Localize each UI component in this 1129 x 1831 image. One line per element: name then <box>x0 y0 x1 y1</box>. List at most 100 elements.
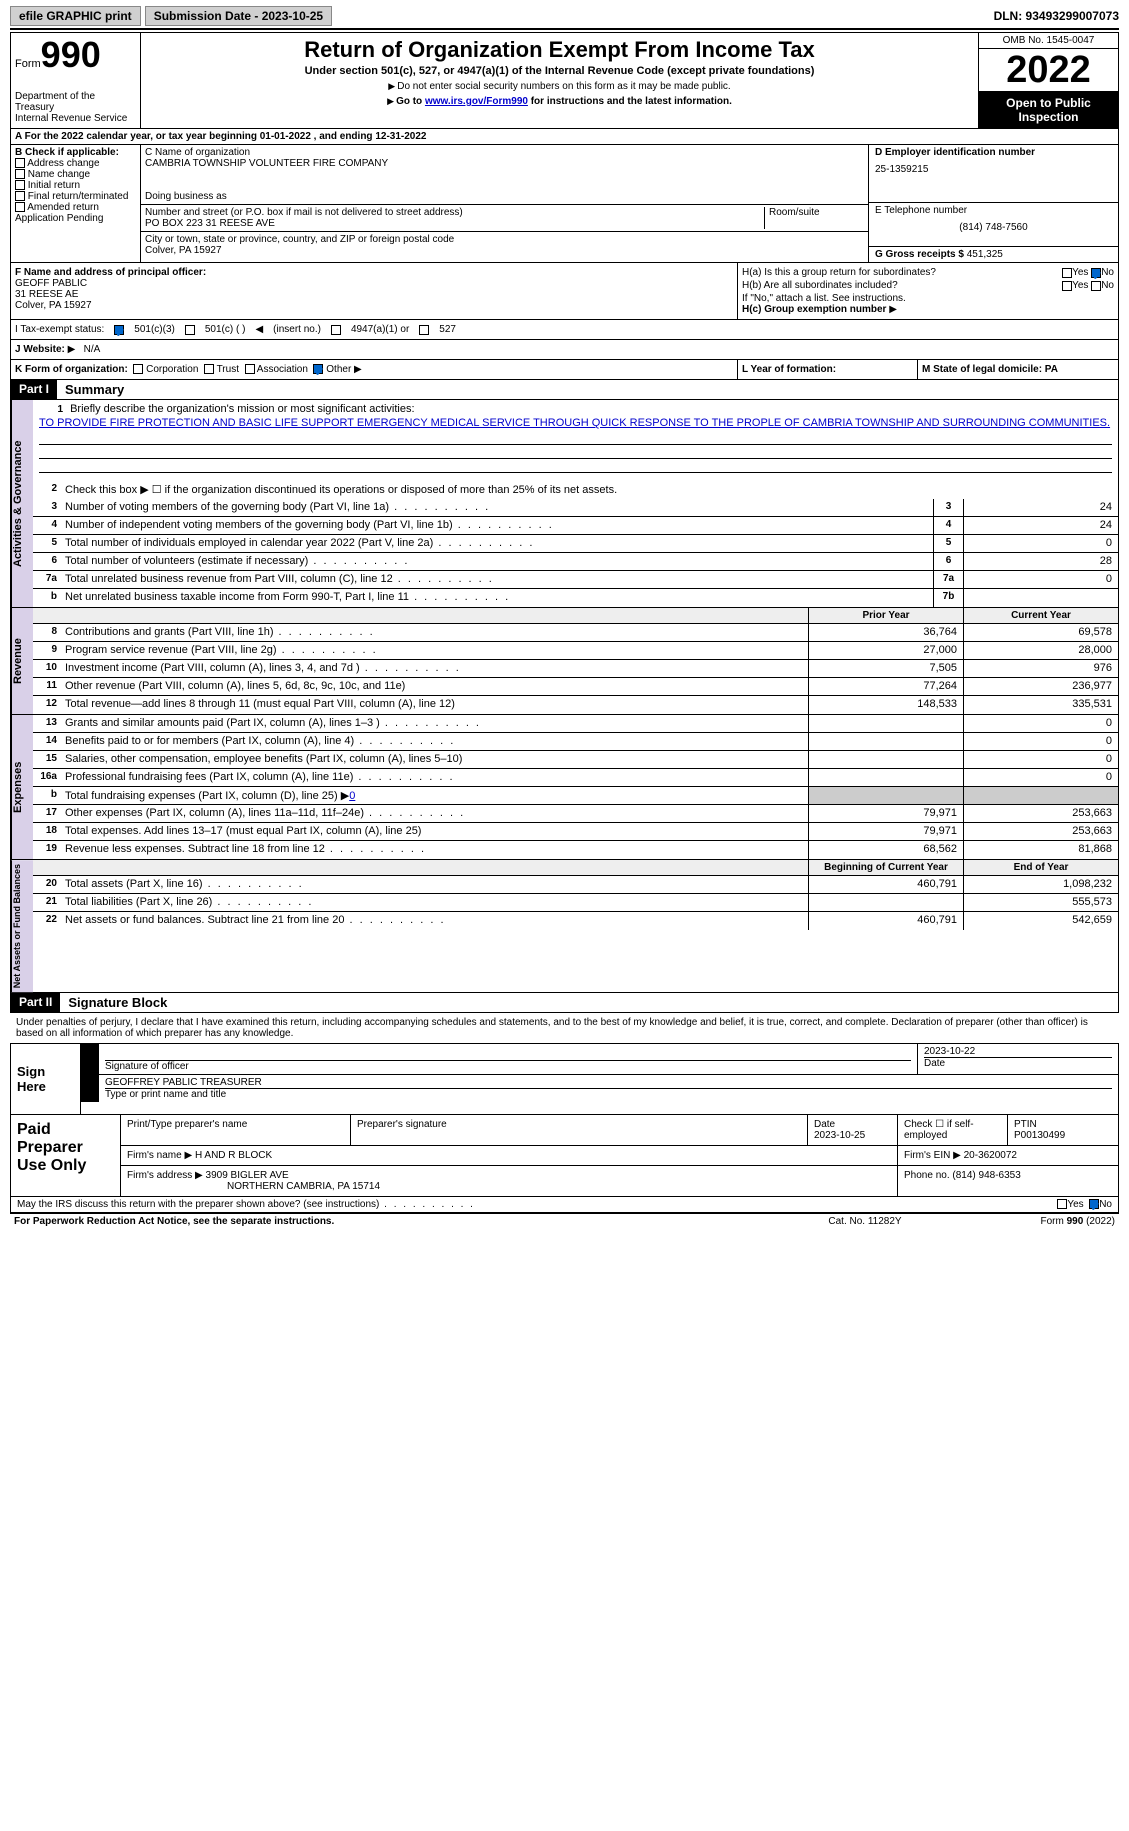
g-receipts-label: G Gross receipts $ <box>875 249 964 260</box>
arrow-icon <box>81 1044 99 1074</box>
form-footer: Form 990 (2022) <box>965 1216 1115 1227</box>
cat-no: Cat. No. 11282Y <box>765 1216 965 1227</box>
tab-expenses: Expenses <box>11 715 33 859</box>
prior-year-hdr: Prior Year <box>808 608 963 623</box>
begin-year-hdr: Beginning of Current Year <box>808 860 963 875</box>
l10: Investment income (Part VIII, column (A)… <box>61 660 808 677</box>
addr-change-label: Address change <box>27 158 99 169</box>
page-footer: For Paperwork Reduction Act Notice, see … <box>10 1213 1119 1229</box>
j-website: N/A <box>84 344 101 355</box>
revenue-section: Revenue Prior YearCurrent Year 8Contribu… <box>10 608 1119 715</box>
end-year-hdr: End of Year <box>963 860 1118 875</box>
section-j: J Website: ▶ N/A <box>10 340 1119 360</box>
ptin-value: P00130499 <box>1014 1130 1065 1141</box>
row-a-period: A For the 2022 calendar year, or tax yea… <box>10 129 1119 145</box>
c-name-label: C Name of organization <box>145 147 864 158</box>
paid-preparer-label: Paid Preparer Use Only <box>11 1115 121 1196</box>
501c3-check[interactable] <box>114 325 124 335</box>
f-officer-city: Colver, PA 15927 <box>15 300 733 311</box>
note-ssn: Do not enter social security numbers on … <box>147 81 972 92</box>
activities-governance: Activities & Governance 1 Briefly descri… <box>10 400 1119 608</box>
prep-sig-label: Preparer's signature <box>351 1115 808 1145</box>
l19: Revenue less expenses. Subtract line 18 … <box>61 841 808 859</box>
final-check[interactable] <box>15 191 25 201</box>
d-ein-label: D Employer identification number <box>875 147 1035 158</box>
dba-label: Doing business as <box>145 191 864 202</box>
l7a-val: 0 <box>963 571 1118 588</box>
f-officer-name: GEOFF PABLIC <box>15 278 733 289</box>
i-label: I Tax-exempt status: <box>15 324 104 335</box>
firm-phone: (814) 948-6353 <box>952 1170 1020 1181</box>
hc-label: H(c) Group exemption number <box>742 304 886 315</box>
l4: Number of independent voting members of … <box>61 517 933 534</box>
sign-here-label: Sign Here <box>11 1044 81 1114</box>
ha-no-check[interactable] <box>1091 268 1101 278</box>
hb-yes-check[interactable] <box>1062 281 1072 291</box>
arrow-icon <box>81 1075 99 1102</box>
form-subtitle: Under section 501(c), 527, or 4947(a)(1)… <box>147 65 972 77</box>
d-ein-value: 25-1359215 <box>875 164 1112 175</box>
mission-text: TO PROVIDE FIRE PROTECTION AND BASIC LIF… <box>39 417 1110 429</box>
ha-yes-check[interactable] <box>1062 268 1072 278</box>
tab-net-assets: Net Assets or Fund Balances <box>11 860 33 992</box>
l4-val: 24 <box>963 517 1118 534</box>
irs-link[interactable]: www.irs.gov/Form990 <box>425 96 528 107</box>
e-phone-value: (814) 748-7560 <box>875 222 1112 233</box>
discuss-yes-check[interactable] <box>1057 1199 1067 1209</box>
l11: Other revenue (Part VIII, column (A), li… <box>61 678 808 695</box>
type-name-label: Type or print name and title <box>105 1088 1112 1100</box>
hb-no-check[interactable] <box>1091 281 1101 291</box>
part1-title: Summary <box>57 380 1118 399</box>
m-state-label: M State of legal domicile: PA <box>922 364 1058 375</box>
firm-name: H AND R BLOCK <box>195 1150 272 1161</box>
discuss-no-check[interactable] <box>1089 1199 1099 1209</box>
firm-ein: 20-3620072 <box>964 1150 1017 1161</box>
trust-check[interactable] <box>204 364 214 374</box>
527-check[interactable] <box>419 325 429 335</box>
corp-check[interactable] <box>133 364 143 374</box>
tab-activities: Activities & Governance <box>11 400 33 607</box>
omb-number: OMB No. 1545-0047 <box>979 33 1118 49</box>
j-label: J Website: <box>15 344 65 355</box>
form-prefix: Form <box>15 58 41 70</box>
addr-change-check[interactable] <box>15 158 25 168</box>
tax-year: 2022 <box>979 49 1118 92</box>
l2: Check this box ▶ ☐ if the organization d… <box>61 481 1118 499</box>
l-year-label: L Year of formation: <box>742 364 836 375</box>
l13: Grants and similar amounts paid (Part IX… <box>61 715 808 732</box>
f-officer-street: 31 REESE AE <box>15 289 733 300</box>
other-check[interactable] <box>313 364 323 374</box>
self-employed-check: Check ☐ if self-employed <box>898 1115 1008 1145</box>
part1-badge: Part I <box>11 380 57 399</box>
name-change-check[interactable] <box>15 169 25 179</box>
part1-header: Part I Summary <box>10 380 1119 400</box>
section-f: F Name and address of principal officer:… <box>10 263 1119 320</box>
l7b-val <box>963 589 1118 607</box>
amended-check[interactable] <box>15 202 25 212</box>
irs-label: Internal Revenue Service <box>15 113 136 124</box>
k-label: K Form of organization: <box>15 364 128 375</box>
part2-header: Part II Signature Block <box>10 993 1119 1013</box>
officer-name-title: GEOFFREY PABLIC TREASURER <box>105 1077 1112 1088</box>
efile-button[interactable]: efile GRAPHIC print <box>10 6 141 26</box>
l22: Net assets or fund balances. Subtract li… <box>61 912 808 930</box>
may-discuss-row: May the IRS discuss this return with the… <box>10 1197 1119 1213</box>
initial-check[interactable] <box>15 180 25 190</box>
l6: Total number of volunteers (estimate if … <box>61 553 933 570</box>
assoc-check[interactable] <box>245 364 255 374</box>
city-label: City or town, state or province, country… <box>145 234 864 245</box>
b-label: B Check if applicable: <box>15 147 119 158</box>
4947-check[interactable] <box>331 325 341 335</box>
l1-label: Briefly describe the organization's miss… <box>70 403 414 415</box>
l5-val: 0 <box>963 535 1118 552</box>
l8: Contributions and grants (Part VIII, lin… <box>61 624 808 641</box>
perjury-declaration: Under penalties of perjury, I declare th… <box>10 1013 1119 1043</box>
g-receipts-value: 451,325 <box>967 249 1003 260</box>
l17: Other expenses (Part IX, column (A), lin… <box>61 805 808 822</box>
current-year-hdr: Current Year <box>963 608 1118 623</box>
prep-name-label: Print/Type preparer's name <box>121 1115 351 1145</box>
street-label: Number and street (or P.O. box if mail i… <box>145 207 764 218</box>
l7b: Net unrelated business taxable income fr… <box>61 589 933 607</box>
501c-check[interactable] <box>185 325 195 335</box>
firm-addr1: 3909 BIGLER AVE <box>206 1170 289 1181</box>
